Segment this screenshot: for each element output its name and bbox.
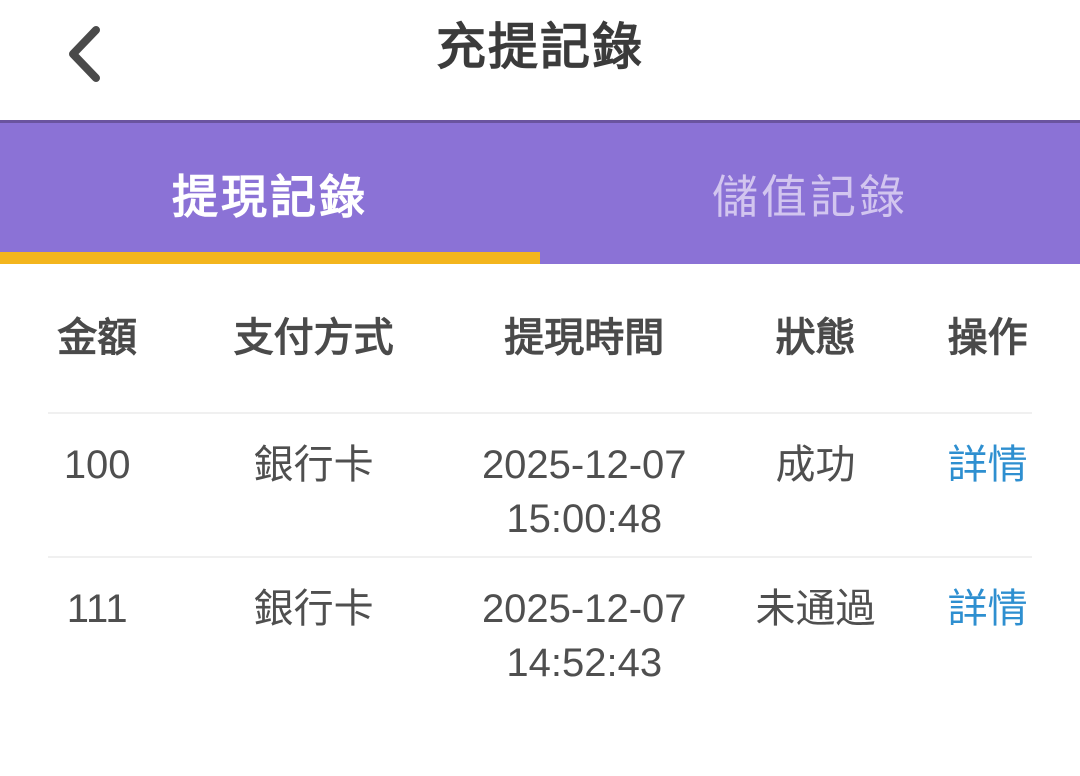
page-title: 充提記錄 [436,19,644,75]
row-divider [48,556,1032,558]
row-withdrawal-time: 2025-12-07 15:00:48 [481,438,688,546]
chevron-left-icon [69,26,100,82]
details-link[interactable]: 詳情 [947,443,1028,487]
column-header-amount: 金額 [57,316,138,360]
tab-withdrawal-records[interactable]: 提現記錄 [0,123,540,264]
records-table: 金額 支付方式 提現時間 狀態 操作 100 銀行卡 2025-12-07 15… [0,264,1080,700]
table-header-row: 金額 支付方式 提現時間 狀態 操作 [48,264,1032,412]
tab-deposit-records-label: 儲值記錄 [712,170,908,223]
row-status: 未通過 [755,587,876,631]
row-time: 14:52:43 [506,641,663,685]
row-time: 15:00:48 [506,497,663,541]
row-withdrawal-time: 2025-12-07 14:52:43 [481,582,688,690]
row-payment-method: 銀行卡 [253,443,374,487]
tab-withdrawal-records-label: 提現記錄 [172,170,368,223]
column-header-action: 操作 [947,316,1028,360]
row-date: 2025-12-07 [481,587,687,631]
row-payment-method: 銀行卡 [253,587,374,631]
column-header-payment-method: 支付方式 [233,316,394,360]
table-row: 111 銀行卡 2025-12-07 14:52:43 未通過 詳情 [48,558,1032,700]
row-amount: 100 [63,443,131,487]
row-amount: 111 [66,587,128,631]
column-header-status: 狀態 [775,316,856,360]
row-divider [48,412,1032,414]
table-row: 100 銀行卡 2025-12-07 15:00:48 成功 詳情 [48,414,1032,556]
tab-bar: 提現記錄 儲值記錄 [0,120,1080,264]
active-tab-indicator [0,252,540,264]
details-link[interactable]: 詳情 [947,587,1028,631]
tab-deposit-records[interactable]: 儲值記錄 [540,123,1080,264]
row-date: 2025-12-07 [481,443,687,487]
header: 充提記錄 [0,0,1080,120]
column-header-withdrawal-time: 提現時間 [504,316,665,360]
row-status: 成功 [775,443,856,487]
back-button[interactable] [52,12,116,96]
